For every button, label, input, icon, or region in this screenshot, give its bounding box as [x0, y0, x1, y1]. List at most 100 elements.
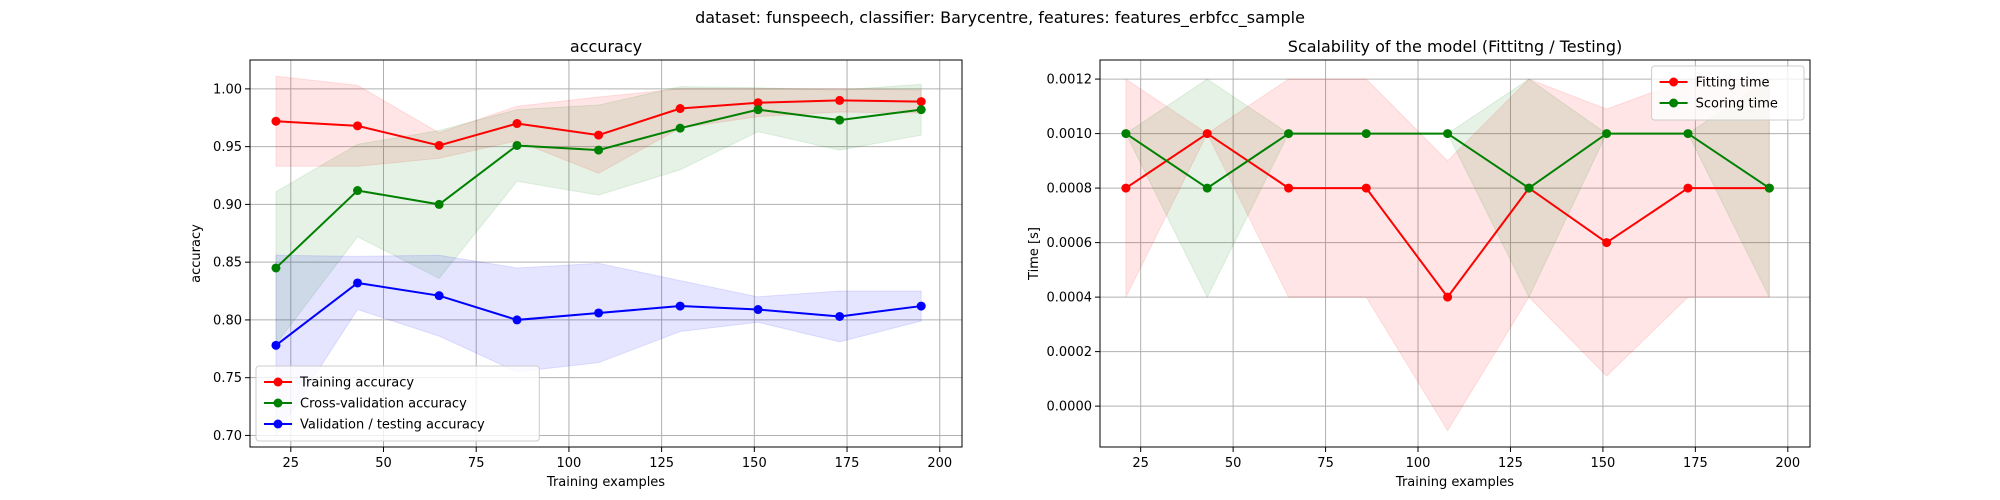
series-1-point	[271, 263, 281, 273]
series-1-point	[1284, 129, 1294, 139]
series-1-point	[1764, 183, 1774, 193]
series-0-point	[1602, 238, 1612, 248]
x-tick-label: 50	[1225, 456, 1242, 471]
series-1-point	[594, 145, 604, 155]
accuracy-plot: 25 50 75 100 125 150 175 200 0.70 0.75 0.80 0.85 0.9…	[189, 37, 963, 490]
legend-marker-2	[273, 419, 283, 429]
series-2-point	[916, 301, 926, 311]
series-0-point	[753, 98, 763, 108]
x-axis-label: Training examples	[1395, 475, 1514, 490]
series-0-point	[675, 104, 685, 114]
y-tick-label: 0.85	[213, 256, 242, 271]
y-tick-label: 0.0002	[1047, 345, 1093, 360]
y-tick-label: 0.0012	[1047, 73, 1093, 88]
legend: Fitting time Scoring time	[1651, 65, 1805, 121]
series-0-point	[594, 130, 604, 140]
legend-label-1: Scoring time	[1696, 97, 1778, 112]
legend-marker-1	[273, 398, 283, 408]
y-tick-label: 0.0010	[1047, 127, 1093, 142]
x-tick-label: 125	[1498, 456, 1523, 471]
x-tick-label: 150	[1591, 456, 1616, 471]
x-axis-label: Training examples	[546, 475, 665, 490]
series-1-point	[1202, 183, 1212, 193]
x-tick-label: 100	[1406, 456, 1431, 471]
y-axis-label: Time [s]	[1027, 227, 1042, 281]
legend-box	[1651, 65, 1805, 121]
series-1-point	[512, 140, 522, 150]
y-tick-label: 0.90	[213, 198, 242, 213]
legend-marker-0	[1669, 77, 1679, 87]
legend-marker-1	[1669, 98, 1679, 108]
series-0-point	[916, 97, 926, 107]
legend-marker-0	[273, 377, 283, 387]
series-2-point	[271, 340, 281, 350]
series-0-point	[1443, 292, 1453, 302]
series-2-point	[835, 311, 845, 321]
x-tick-label: 150	[742, 456, 767, 471]
series-1-point	[1443, 129, 1453, 139]
y-tick-label: 0.0000	[1047, 400, 1093, 415]
x-tick-label: 200	[1775, 456, 1800, 471]
series-2-point	[675, 301, 685, 311]
y-axis-label: accuracy	[189, 224, 204, 283]
y-tick-label: 0.70	[213, 429, 242, 444]
series-1-point	[1121, 129, 1131, 139]
series-2-point	[594, 308, 604, 318]
y-tick-label: 0.0008	[1047, 182, 1093, 197]
series-0-point	[1202, 129, 1212, 139]
x-tick-label: 75	[1317, 456, 1334, 471]
series-2-point	[353, 278, 363, 288]
x-tick-label: 25	[1132, 456, 1149, 471]
series-0-point	[1121, 183, 1131, 193]
y-tick-label: 0.0004	[1047, 291, 1093, 306]
series-0-point	[1361, 183, 1371, 193]
series-0-point	[353, 121, 363, 131]
y-tick-label: 1.00	[213, 82, 242, 97]
series-1-point	[353, 186, 363, 196]
series-0-point	[271, 116, 281, 126]
x-tick-label: 100	[557, 456, 582, 471]
plot-title: Scalability of the model (Fittitng / Tes…	[1288, 37, 1622, 56]
series-0-point	[1683, 183, 1693, 193]
series-2-point	[753, 305, 763, 315]
series-1-point	[1524, 183, 1534, 193]
legend-box	[255, 365, 540, 442]
series-0-point	[835, 95, 845, 105]
y-tick-label: 0.80	[213, 313, 242, 328]
x-tick-label: 175	[1683, 456, 1708, 471]
figure-suptitle: dataset: funspeech, classifier: Barycent…	[695, 8, 1305, 28]
series-1-point	[916, 105, 926, 115]
axes-frame	[1099, 59, 1811, 448]
series-2-band	[275, 254, 922, 438]
plot-title: accuracy	[570, 37, 642, 56]
legend-label-1: Cross-validation accuracy	[300, 397, 467, 412]
legend-label-0: Fitting time	[1696, 76, 1770, 91]
series-1-point	[675, 123, 685, 133]
x-tick-label: 75	[468, 456, 485, 471]
series-1-point	[1683, 129, 1693, 139]
series-2-point	[434, 291, 444, 301]
y-tick-label: 0.95	[213, 140, 242, 155]
x-tick-label: 175	[835, 456, 860, 471]
axes-frame	[249, 59, 963, 448]
series-1-point	[753, 105, 763, 115]
x-tick-label: 50	[375, 456, 392, 471]
y-tick-label: 0.75	[213, 371, 242, 386]
series-2-point	[512, 315, 522, 325]
legend-label-2: Validation / testing accuracy	[300, 418, 485, 433]
x-tick-label: 125	[649, 456, 674, 471]
scalability-plot: 25 50 75 100 125 150 175 200 0.0000 0.0002 0.0004 0…	[1027, 37, 1811, 490]
series-0-point	[434, 140, 444, 150]
series-0-point	[512, 119, 522, 129]
y-tick-label: 0.0006	[1047, 236, 1093, 251]
series-1-point	[1361, 129, 1371, 139]
x-tick-label: 200	[927, 456, 952, 471]
x-tick-label: 25	[283, 456, 300, 471]
legend-label-0: Training accuracy	[299, 376, 414, 391]
series-1-point	[434, 199, 444, 209]
series-1-point	[1602, 129, 1612, 139]
series-1-point	[835, 115, 845, 125]
legend: Training accuracy Cross-validation accura…	[255, 365, 540, 442]
series-0-point	[1284, 183, 1294, 193]
